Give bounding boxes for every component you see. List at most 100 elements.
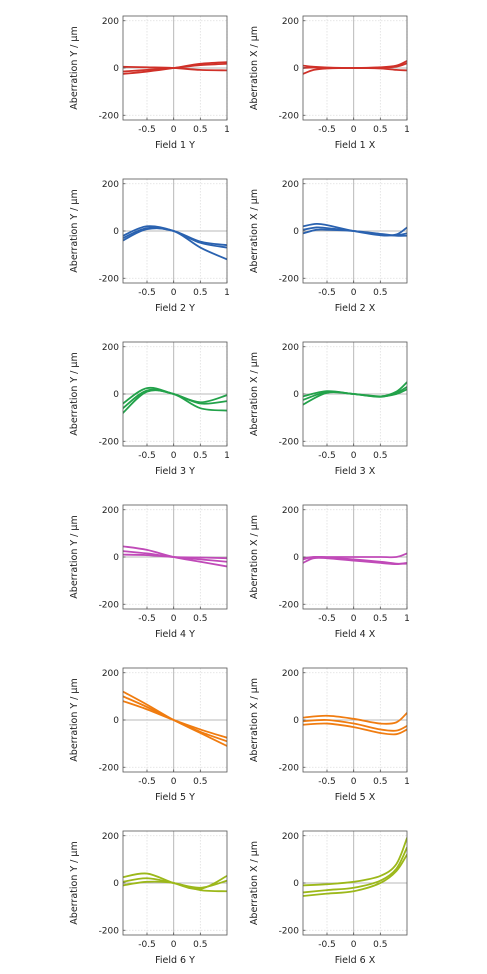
x-tick-label: 0.5 — [373, 777, 387, 787]
y-tick-label: -200 — [279, 111, 300, 121]
x-tick-label: 1 — [404, 614, 410, 624]
x-tick-label: 0.5 — [193, 777, 207, 787]
series-group — [303, 552, 407, 565]
y-tick-label: 0 — [113, 227, 119, 237]
y-tick-label: -200 — [279, 763, 300, 773]
series-line-3 — [303, 722, 407, 736]
x-tick-label: -0.5 — [318, 614, 336, 624]
series-group — [303, 60, 407, 75]
x-tick-label: 0 — [351, 451, 357, 461]
y-tick-label: 0 — [113, 390, 119, 400]
x-axis-label: Field 3 X — [335, 466, 376, 477]
y-axis-label: Aberration X / μm — [249, 678, 260, 762]
y-tick-label: 200 — [282, 17, 299, 27]
x-axis-label: Field 2 X — [335, 303, 376, 314]
y-tick-label: 0 — [293, 879, 299, 889]
y-tick-label: -200 — [279, 926, 300, 936]
x-tick-label: 1 — [404, 125, 410, 135]
x-axis-label: Field 2 Y — [155, 303, 195, 314]
y-axis-label: Aberration Y / μm — [69, 841, 80, 924]
x-tick-label: -0.5 — [318, 451, 336, 461]
x-tick-label: 0 — [351, 125, 357, 135]
x-tick-label: 0 — [351, 940, 357, 950]
y-axis-label: Aberration Y / μm — [69, 189, 80, 272]
x-tick-label: -0.5 — [138, 614, 156, 624]
y-axis-label: Aberration X / μm — [249, 189, 260, 273]
y-tick-label: 0 — [293, 64, 299, 74]
subplot-3: -0.5 0 0.5 1 -200 0 200 Field 2 Y Aberration Y /… — [69, 178, 230, 314]
y-tick-label: -200 — [99, 763, 120, 773]
y-tick-label: 200 — [102, 669, 119, 679]
subplot-4: -0.5 0 0.5 -200 0 200 Field 2 X Aberration X / … — [249, 178, 408, 314]
x-axis-label: Field 4 Y — [155, 629, 195, 640]
y-tick-label: -200 — [99, 274, 120, 284]
subplot-8: -0.5 0 0.5 1 -200 0 200 Field 4 X Aberration X /… — [249, 504, 410, 640]
x-tick-label: -0.5 — [138, 288, 156, 298]
y-tick-label: 200 — [102, 180, 119, 190]
x-tick-label: 1 — [404, 777, 410, 787]
series-line-3 — [303, 60, 407, 69]
series-group — [303, 222, 407, 237]
series-line-3 — [303, 388, 407, 406]
x-tick-label: -0.5 — [318, 940, 336, 950]
x-tick-label: 0.5 — [373, 614, 387, 624]
y-tick-label: 200 — [282, 506, 299, 516]
x-axis-label: Field 6 X — [335, 955, 376, 966]
y-tick-label: 0 — [293, 227, 299, 237]
x-tick-label: 1 — [224, 125, 230, 135]
series-line-1 — [303, 712, 407, 725]
y-axis-label: Aberration Y / μm — [69, 678, 80, 761]
x-tick-label: 0 — [171, 777, 177, 787]
x-axis-label: Field 5 Y — [155, 792, 195, 803]
y-axis-label: Aberration X / μm — [249, 515, 260, 599]
series-group — [123, 386, 227, 414]
series-group — [303, 837, 407, 897]
series-line-3 — [123, 389, 227, 414]
subplot-11: -0.5 0 0.5 -200 0 200 Field 6 Y Aberration Y / … — [69, 830, 228, 966]
x-tick-label: 0 — [171, 614, 177, 624]
series-line-3 — [123, 65, 227, 72]
subplot-1: -0.5 0 0.5 1 -200 0 200 Field 1 Y Aberration Y /… — [69, 15, 230, 151]
x-tick-label: 0 — [351, 614, 357, 624]
x-tick-label: 0.5 — [193, 940, 207, 950]
y-tick-label: -200 — [99, 600, 120, 610]
x-tick-label: 0.5 — [373, 451, 387, 461]
y-tick-label: -200 — [279, 274, 300, 284]
y-tick-label: 200 — [282, 832, 299, 842]
x-axis-label: Field 5 X — [335, 792, 376, 803]
subplot-12: -0.5 0 0.5 -200 0 200 Field 6 X Aberration X / … — [249, 830, 408, 966]
y-tick-label: -200 — [99, 926, 120, 936]
series-line-3 — [123, 553, 227, 560]
x-tick-label: 0.5 — [193, 451, 207, 461]
subplot-2: -0.5 0 0.5 1 -200 0 200 Field 1 X Aberration X /… — [249, 15, 410, 151]
series-group — [123, 545, 227, 568]
y-tick-label: 0 — [293, 553, 299, 563]
series-group — [123, 225, 227, 261]
y-axis-label: Aberration X / μm — [249, 352, 260, 436]
x-tick-label: -0.5 — [318, 125, 336, 135]
x-axis-label: Field 1 Y — [155, 140, 195, 151]
series-group — [123, 61, 227, 75]
series-group — [123, 690, 227, 747]
x-tick-label: 0 — [171, 288, 177, 298]
series-line-1 — [303, 837, 407, 887]
y-axis-label: Aberration Y / μm — [69, 515, 80, 598]
series-group — [303, 381, 407, 406]
x-tick-label: 1 — [224, 451, 230, 461]
y-axis-label: Aberration Y / μm — [69, 26, 80, 109]
x-tick-label: -0.5 — [138, 125, 156, 135]
series-line-3 — [303, 552, 407, 560]
x-axis-label: Field 4 X — [335, 629, 376, 640]
subplot-6: -0.5 0 0.5 -200 0 200 Field 3 X Aberration X / … — [249, 341, 408, 477]
x-tick-label: 0.5 — [193, 125, 207, 135]
y-axis-label: Aberration X / μm — [249, 26, 260, 110]
x-tick-label: -0.5 — [138, 777, 156, 787]
y-tick-label: -200 — [279, 437, 300, 447]
y-tick-label: 0 — [113, 64, 119, 74]
y-tick-label: 200 — [102, 832, 119, 842]
series-line-2 — [303, 719, 407, 732]
y-axis-label: Aberration Y / μm — [69, 352, 80, 435]
series-line-3 — [303, 853, 407, 897]
y-tick-label: -200 — [99, 111, 120, 121]
